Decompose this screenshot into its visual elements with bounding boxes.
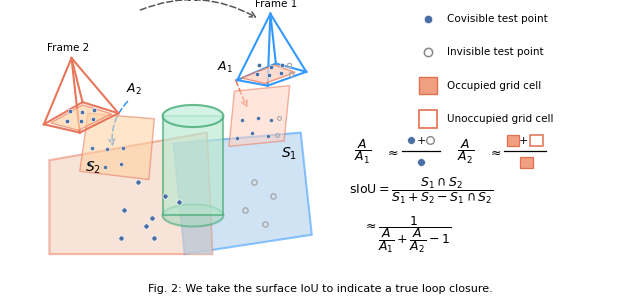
Polygon shape [241, 65, 295, 83]
Text: $+$: $+$ [415, 135, 426, 146]
Text: $\approx \dfrac{1}{\dfrac{A}{A_1} + \dfrac{A}{A_2} - 1}$: $\approx \dfrac{1}{\dfrac{A}{A_1} + \dfr… [364, 214, 451, 255]
Text: $A_1$: $A_1$ [217, 59, 233, 75]
Text: $\approx$: $\approx$ [488, 146, 502, 158]
Ellipse shape [163, 105, 223, 127]
Text: $\dfrac{A}{A_1}$: $\dfrac{A}{A_1}$ [355, 138, 372, 166]
Text: Frame 1: Frame 1 [255, 0, 297, 9]
Text: $S_2$: $S_2$ [85, 159, 101, 176]
Polygon shape [229, 86, 290, 146]
Polygon shape [163, 116, 223, 215]
Text: $\approx$: $\approx$ [385, 146, 399, 158]
FancyBboxPatch shape [419, 77, 438, 94]
Text: Frame 2: Frame 2 [47, 43, 89, 53]
Text: $A_2$: $A_2$ [125, 82, 141, 97]
FancyBboxPatch shape [507, 135, 519, 146]
Text: $\dfrac{A}{A_2}$: $\dfrac{A}{A_2}$ [458, 138, 475, 166]
Text: Occupied grid cell: Occupied grid cell [447, 80, 541, 91]
Polygon shape [49, 132, 212, 254]
Text: $\mathrm{sIoU} = \dfrac{S_1 \cap S_2}{S_1 + S_2 - S_1 \cap S_2}$: $\mathrm{sIoU} = \dfrac{S_1 \cap S_2}{S_… [349, 176, 493, 206]
Ellipse shape [163, 204, 223, 227]
Text: $S_1$: $S_1$ [282, 146, 298, 162]
Text: Unoccupied grid cell: Unoccupied grid cell [447, 114, 554, 124]
Text: $A$: $A$ [188, 0, 198, 4]
Text: Fig. 2: We take the surface IoU to indicate a true loop closure.: Fig. 2: We take the surface IoU to indic… [148, 284, 492, 294]
Polygon shape [51, 105, 111, 130]
FancyBboxPatch shape [419, 110, 438, 128]
FancyBboxPatch shape [530, 135, 543, 146]
Polygon shape [80, 113, 154, 179]
Text: $+$: $+$ [518, 135, 528, 146]
Text: Covisible test point: Covisible test point [447, 14, 548, 24]
Polygon shape [173, 138, 212, 254]
Polygon shape [173, 132, 312, 254]
FancyBboxPatch shape [520, 157, 532, 168]
Text: Invisible test point: Invisible test point [447, 48, 544, 58]
